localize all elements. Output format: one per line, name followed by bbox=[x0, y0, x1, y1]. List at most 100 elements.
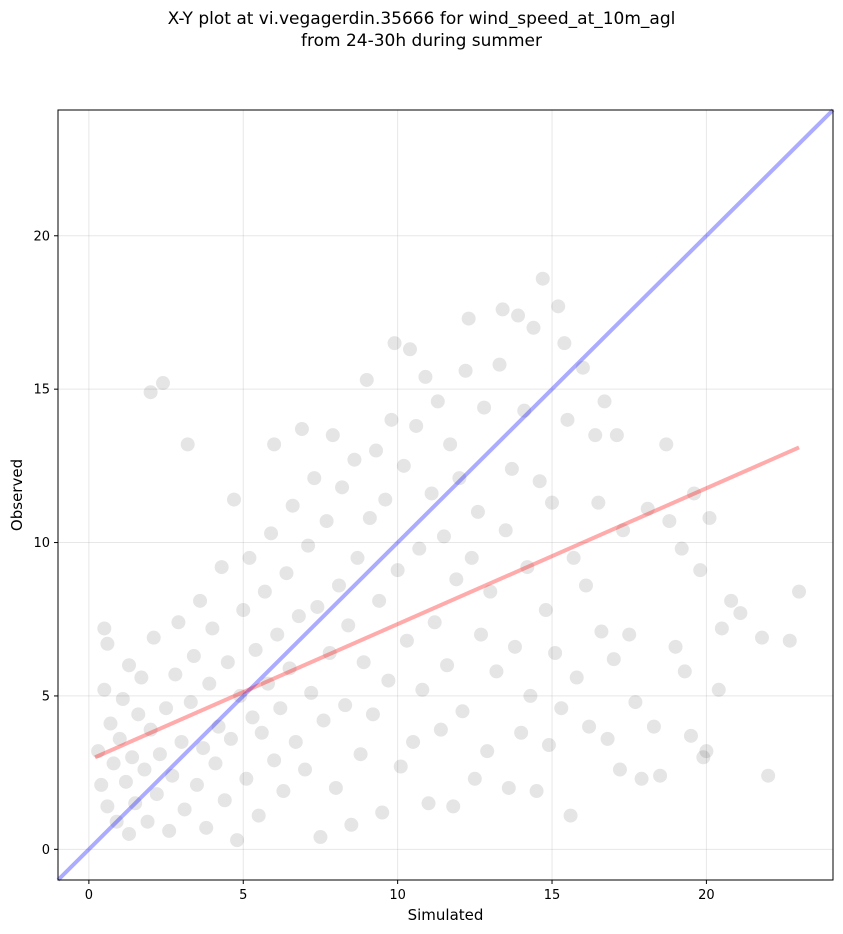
scatter-point bbox=[418, 369, 433, 384]
scatter-point bbox=[612, 762, 627, 777]
scatter-point bbox=[260, 676, 275, 691]
y-axis-label: Observed bbox=[8, 459, 26, 531]
scatter-point bbox=[384, 412, 399, 427]
scatter-point bbox=[359, 372, 374, 387]
scatter-point bbox=[193, 593, 208, 608]
scatter-point bbox=[285, 498, 300, 513]
scatter-point bbox=[183, 695, 198, 710]
scatter-point bbox=[683, 728, 698, 743]
scatter-point bbox=[659, 437, 674, 452]
scatter-point bbox=[177, 802, 192, 817]
scatter-point bbox=[724, 593, 739, 608]
scatter-point bbox=[511, 308, 526, 323]
scatter-point bbox=[433, 722, 448, 737]
scatter-point bbox=[474, 627, 489, 642]
scatter-point bbox=[424, 486, 439, 501]
scatter-point bbox=[523, 688, 538, 703]
scatter-point bbox=[97, 682, 112, 697]
scatter-point bbox=[214, 560, 229, 575]
x-axis-label: Simulated bbox=[408, 906, 484, 924]
scatter-point bbox=[551, 299, 566, 314]
scatter-point bbox=[91, 744, 106, 759]
scatter-point bbox=[378, 492, 393, 507]
scatter-point bbox=[464, 550, 479, 565]
scatter-point bbox=[532, 474, 547, 489]
scatter-point bbox=[341, 618, 356, 633]
scatter-point bbox=[242, 550, 257, 565]
x-tick-label: 5 bbox=[239, 888, 247, 903]
scatter-point bbox=[307, 471, 322, 486]
scatter-point bbox=[254, 725, 269, 740]
scatter-point bbox=[298, 762, 313, 777]
x-tick-label: 0 bbox=[85, 888, 93, 903]
scatter-point bbox=[304, 685, 319, 700]
scatter-point bbox=[208, 756, 223, 771]
scatter-point bbox=[291, 609, 306, 624]
scatter-point bbox=[356, 655, 371, 670]
scatter-point bbox=[566, 550, 581, 565]
scatter-point bbox=[122, 658, 137, 673]
scatter-point bbox=[754, 630, 769, 645]
scatter-point bbox=[245, 710, 260, 725]
scatter-point bbox=[248, 642, 263, 657]
scatter-point bbox=[467, 771, 482, 786]
scatter-point bbox=[507, 639, 522, 654]
scatter-point bbox=[251, 808, 266, 823]
scatter-point bbox=[325, 428, 340, 443]
scatter-point bbox=[702, 511, 717, 526]
scatter-point bbox=[594, 624, 609, 639]
scatter-point bbox=[677, 664, 692, 679]
scatter-point bbox=[443, 437, 458, 452]
scatter-point bbox=[230, 833, 245, 848]
scatter-point bbox=[520, 560, 535, 575]
scatter-point bbox=[146, 630, 161, 645]
scatter-point bbox=[440, 658, 455, 673]
scatter-point bbox=[696, 750, 711, 765]
scatter-point bbox=[353, 747, 368, 762]
scatter-point bbox=[609, 428, 624, 443]
scatter-point bbox=[495, 302, 510, 317]
scatter-point bbox=[239, 771, 254, 786]
scatter-point bbox=[267, 437, 282, 452]
identity-line bbox=[56, 108, 835, 882]
scatter-point bbox=[159, 701, 174, 716]
scatter-point bbox=[628, 695, 643, 710]
scatter-point bbox=[733, 606, 748, 621]
scatter-point bbox=[137, 762, 152, 777]
scatter-point bbox=[387, 336, 402, 351]
scatter-point bbox=[409, 418, 424, 433]
y-tick-label: 20 bbox=[33, 229, 50, 244]
scatter-point bbox=[782, 633, 797, 648]
scatter-point bbox=[257, 584, 272, 599]
scatter-point bbox=[489, 664, 504, 679]
scatter-point bbox=[264, 526, 279, 541]
scatter-point bbox=[143, 722, 158, 737]
scatter-point bbox=[501, 780, 516, 795]
scatter-point bbox=[393, 759, 408, 774]
scatter-point bbox=[335, 480, 350, 495]
scatter-point bbox=[362, 511, 377, 526]
scatter-point bbox=[415, 682, 430, 697]
scatter-point bbox=[372, 593, 387, 608]
scatter-point bbox=[514, 725, 529, 740]
scatter-point bbox=[560, 412, 575, 427]
scatter-point bbox=[699, 744, 714, 759]
scatter-point bbox=[165, 768, 180, 783]
scatter-point bbox=[350, 550, 365, 565]
scatter-point bbox=[331, 578, 346, 593]
scatter-point bbox=[646, 719, 661, 734]
y-tick-label: 15 bbox=[33, 383, 50, 398]
scatter-point bbox=[578, 578, 593, 593]
scatter-point bbox=[480, 744, 495, 759]
scatter-point bbox=[97, 621, 112, 636]
scatter-point bbox=[458, 363, 473, 378]
scatter-point bbox=[674, 541, 689, 556]
scatter-point bbox=[687, 486, 702, 501]
scatter-point bbox=[196, 741, 211, 756]
scatter-point bbox=[563, 808, 578, 823]
scatter-point bbox=[402, 342, 417, 357]
scatter-point bbox=[538, 603, 553, 618]
scatter-point bbox=[588, 428, 603, 443]
scatter-point bbox=[122, 826, 137, 841]
x-tick-label: 20 bbox=[698, 888, 715, 903]
